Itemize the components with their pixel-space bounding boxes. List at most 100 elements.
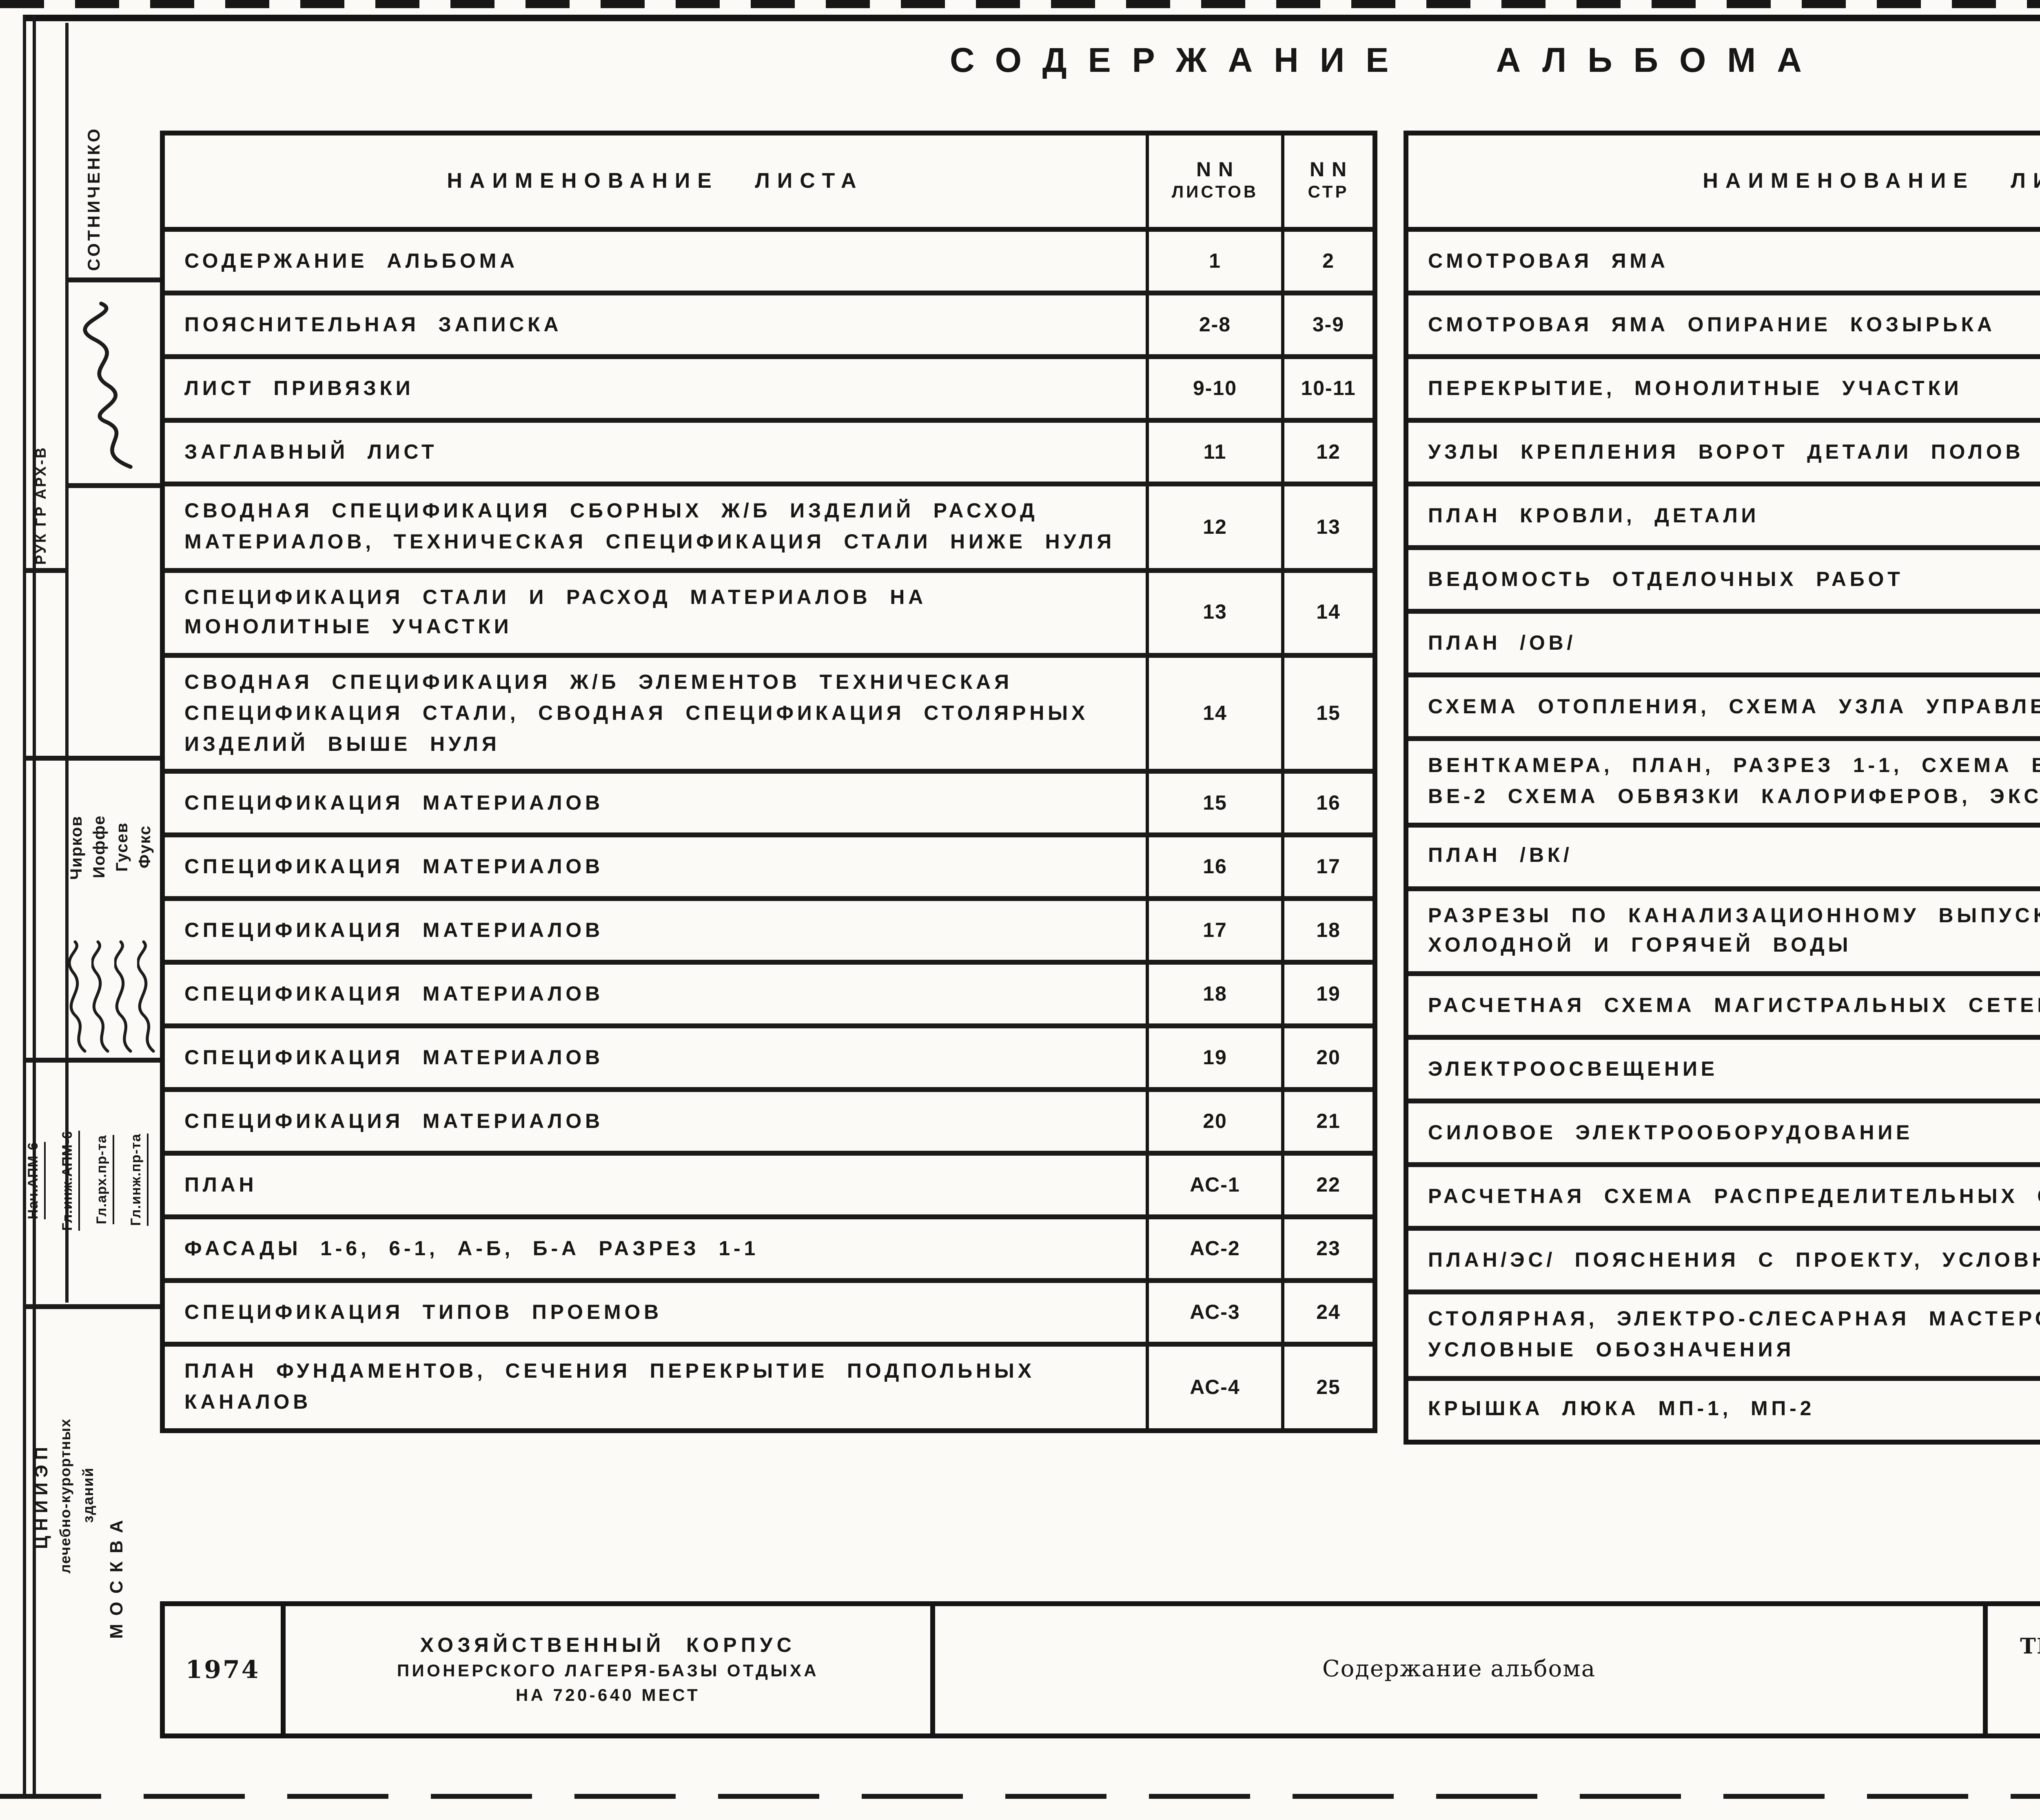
table-row: РАСЧЕТНАЯ СХЕМА МАГИСТРАЛЬНЫХ СЕТЕЙЭО-13… [1408,971,2040,1035]
sheet-number-cell: 9-10 [1146,359,1281,418]
sidebar-line [23,1058,160,1063]
sheet-name-cell: ВЕДОМОСТЬ ОТДЕЛОЧНЫХ РАБОТ [1428,567,1904,590]
page-number-cell: 15 [1281,658,1373,769]
sidebar-line [23,568,69,573]
signer-name-vertical: Чирков [69,815,86,879]
sheet-name-cell: ПЛАН/ЭС/ ПОЯСНЕНИЯ С ПРОЕКТУ, УСЛОВНЫЕ О… [1428,1248,2040,1271]
organization-name-vertical: ЦНИИЭП лечебно-курортных зданий [33,1332,104,1658]
sheet-name-cell: СПЕЦИФИКАЦИЯ МАТЕРИАЛОВ [184,982,604,1005]
title-block-year: 1974 [185,1655,260,1685]
table-row: ПЛАН АС-1 22 [165,1151,1373,1215]
title-block: 1974 ХОЗЯЙСТВЕННЫЙ КОРПУС ПИОНЕРСКОГО ЛА… [160,1601,2040,1738]
signer-name-vertical: Иоффе [91,815,109,879]
page-number-cell: 25 [1281,1347,1373,1428]
table-row: СОДЕРЖАНИЕ АЛЬБОМА 1 2 [165,232,1373,291]
sheet-number-cell: 18 [1146,965,1281,1024]
sidebar-line [23,756,160,761]
table-row: ПЕРЕКРЫТИЕ, МОНОЛИТНЫЕ УЧАСТКИАС-728 [1408,354,2040,418]
sheet-name-cell: СМОТРОВАЯ ЯМА ОПИРАНИЕ КОЗЫРЬКА [1428,313,1996,336]
table-row: ЭЛЕКТРООСВЕЩЕНИЕЭО-239 [1408,1035,2040,1099]
sheet-number-cell: АС-1 [1146,1156,1281,1215]
table-row: СИЛОВОЕ ЭЛЕКТРООБОРУДОВАНИЕЭО-340 [1408,1099,2040,1162]
table-row: ПЛАН КРОВЛИ, ДЕТАЛИАС-930 [1408,482,2040,545]
header-sheet-name: НАИМЕНОВАНИЕ ЛИСТА [447,168,864,193]
signer-role-vertical: Гл.инж.АПМ-6 [59,1130,75,1230]
sheet-number-cell: 17 [1146,901,1281,960]
header-page-numbers: N N СТР [1281,135,1373,227]
signer-signatures-group [69,937,160,1058]
organization-line-vertical: зданий [80,1467,97,1523]
bottom-dashed-border [0,1794,2040,1799]
signature-icon [114,937,137,1058]
page-number-cell: 16 [1281,774,1373,833]
sheet-name-cell: СПЕЦИФИКАЦИЯ МАТЕРИАЛОВ [184,791,604,815]
title-block-project-type: ТИПОВОЙ ПРОЕКТ 244-5-11 [1983,1606,2040,1733]
sheet-name-cell: ПЛАН ФУНДАМЕНТОВ, СЕЧЕНИЯ ПЕРЕКРЫТИЕ ПОД… [184,1360,1035,1414]
sheet-name-cell: УЗЛЫ КРЕПЛЕНИЯ ВОРОТ ДЕТАЛИ ПОЛОВ [1428,440,2024,463]
sheet-name-cell: ПЛАН [184,1173,257,1196]
page-number-cell: 13 [1281,486,1373,567]
table-row: ВЕНТКАМЕРА, ПЛАН, РАЗРЕЗ 1-1, СХЕМА ВЕНТ… [1408,736,2040,822]
sheet-name-cell: ПЛАН /ОВ/ [1428,631,1577,654]
title-block-sheet-title: Содержание альбома [930,1606,1983,1733]
sheet-name-cell: РАЗРЕЗЫ ПО КАНАЛИЗАЦИОННОМУ ВЫПУСКУ К-1,… [1428,903,2040,957]
sheet-name-cell: ПОЯСНИТЕЛЬНАЯ ЗАПИСКА [184,313,562,336]
page-number-cell: 14 [1281,572,1373,653]
page-number-cell: 20 [1281,1029,1373,1088]
header-sheet-numbers: N N ЛИСТОВ [1146,135,1281,227]
signer-role-vertical: Гл.арх.пр-та [93,1135,109,1225]
sheet-name-cell: СПЕЦИФИКАЦИЯ СТАЛИ И РАСХОД МАТЕРИАЛОВ Н… [184,585,927,639]
organization-line-vertical: ЦНИИЭП [33,1441,52,1549]
sidebar-line [23,1304,160,1309]
table-row: СПЕЦИФИКАЦИЯ СТАЛИ И РАСХОД МАТЕРИАЛОВ Н… [165,567,1373,653]
sheet-name-cell: СПЕЦИФИКАЦИЯ МАТЕРИАЛОВ [184,1046,604,1069]
sheet-name-cell: ЭЛЕКТРООСВЕЩЕНИЕ [1428,1057,1718,1080]
table-row: СМОТРОВАЯ ЯМА ОПИРАНИЕ КОЗЫРЬКААС-627 [1408,291,2040,354]
sheet-number-cell: 20 [1146,1092,1281,1151]
contents-table-left: НАИМЕНОВАНИЕ ЛИСТА N N ЛИСТОВ N N СТР СО… [160,131,1377,1433]
top-border-line [23,15,2040,21]
table-row: СПЕЦИФИКАЦИЯ ТИПОВ ПРОЕМОВ АС-3 24 [165,1278,1373,1342]
sheet-name-cell: СПЕЦИФИКАЦИЯ МАТЕРИАЛОВ [184,1110,604,1133]
top-edge-tick-marks [0,0,2040,8]
sidebar-line [65,277,160,282]
sheet-number-cell: 2-8 [1146,295,1281,354]
page-number-cell: 19 [1281,965,1373,1024]
table-row: ПЛАН ФУНДАМЕНТОВ, СЕЧЕНИЯ ПЕРЕКРЫТИЕ ПОД… [165,1342,1373,1428]
page-number-cell: 24 [1281,1283,1373,1342]
sheet-name-cell: СМОТРОВАЯ ЯМА [1428,249,1669,272]
sidebar-divider-line [65,23,69,1303]
table-row: СПЕЦИФИКАЦИЯ МАТЕРИАЛОВ 17 18 [165,897,1373,960]
sheet-name-cell: СВОДНАЯ СПЕЦИФИКАЦИЯ СБОРНЫХ Ж/Б ИЗДЕЛИЙ… [184,499,1115,553]
table-row: СПЕЦИФИКАЦИЯ МАТЕРИАЛОВ 18 19 [165,960,1373,1024]
sheet-number-cell: АС-3 [1146,1283,1281,1342]
approver-name-vertical: СОТНИЧЕНКО [85,126,104,271]
sheet-name-cell: ЗАГЛАВНЫЙ ЛИСТ [184,440,438,463]
table-row: ПЛАН/ЭС/ ПОЯСНЕНИЯ С ПРОЕКТУ, УСЛОВНЫЕ О… [1408,1226,2040,1290]
sheet-number-cell: 15 [1146,774,1281,833]
signer-name-vertical: Фукс [137,825,155,869]
table-row: СВОДНАЯ СПЕЦИФИКАЦИЯ СБОРНЫХ Ж/Б ИЗДЕЛИЙ… [165,482,1373,567]
table-row: РАЗРЕЗЫ ПО КАНАЛИЗАЦИОННОМУ ВЫПУСКУ К-1,… [1408,886,2040,971]
table-header-row: НАИМЕНОВАНИЕ ЛИСТА N N ЛИСТОВ N N СТР [1408,135,2040,232]
sheet-name-cell: ПЛАН /ВК/ [1428,844,1573,867]
header-sheet-name: НАИМЕНОВАНИЕ ЛИСТА [1703,168,2040,193]
signer-roles-group: Нач.АПМ-6 Гл.инж.АПМ-6 Гл.арх.пр-та Гл.инж.… [24,1061,162,1299]
sheet-name-cell: РАСЧЕТНАЯ СХЕМА РАСПРЕДЕЛИТЕЛЬНЫХ СЕТЕЙ [1428,1184,2040,1207]
sheet-name-cell: КРЫШКА ЛЮКА МП-1, МП-2 [1428,1397,1815,1420]
table-row: СМОТРОВАЯ ЯМААС-526 [1408,232,2040,291]
sheet-name-cell: СПЕЦИФИКАЦИЯ МАТЕРИАЛОВ [184,919,604,942]
sheet-name-cell: ФАСАДЫ 1-6, 6-1, А-Б, Б-А РАЗРЕЗ 1-1 [184,1237,759,1260]
table-body: СОДЕРЖАНИЕ АЛЬБОМА 1 2 ПОЯСНИТЕЛЬНАЯ ЗАПИСК… [165,232,1373,1428]
sheet-number-cell: 16 [1146,838,1281,897]
page-number-cell: 2 [1281,232,1373,291]
table-row: РАСЧЕТНАЯ СХЕМА РАСПРЕДЕЛИТЕЛЬНЫХ СЕТЕЙЭ… [1408,1162,2040,1226]
table-row: СВОДНАЯ СПЕЦИФИКАЦИЯ Ж/Б ЭЛЕМЕНТОВ ТЕХНИ… [165,653,1373,769]
table-row: ПОЯСНИТЕЛЬНАЯ ЗАПИСКА 2-8 3-9 [165,291,1373,354]
sheet-name-cell: СОДЕРЖАНИЕ АЛЬБОМА [184,249,519,272]
sheet-name-cell: РАСЧЕТНАЯ СХЕМА МАГИСТРАЛЬНЫХ СЕТЕЙ [1428,993,2040,1017]
signer-role-vertical: Нач.АПМ-6 [24,1141,41,1219]
sheet-name-cell: ПЛАН КРОВЛИ, ДЕТАЛИ [1428,504,1760,527]
page-title: СОДЕРЖАНИЕ АЛЬБОМА [950,42,1823,80]
